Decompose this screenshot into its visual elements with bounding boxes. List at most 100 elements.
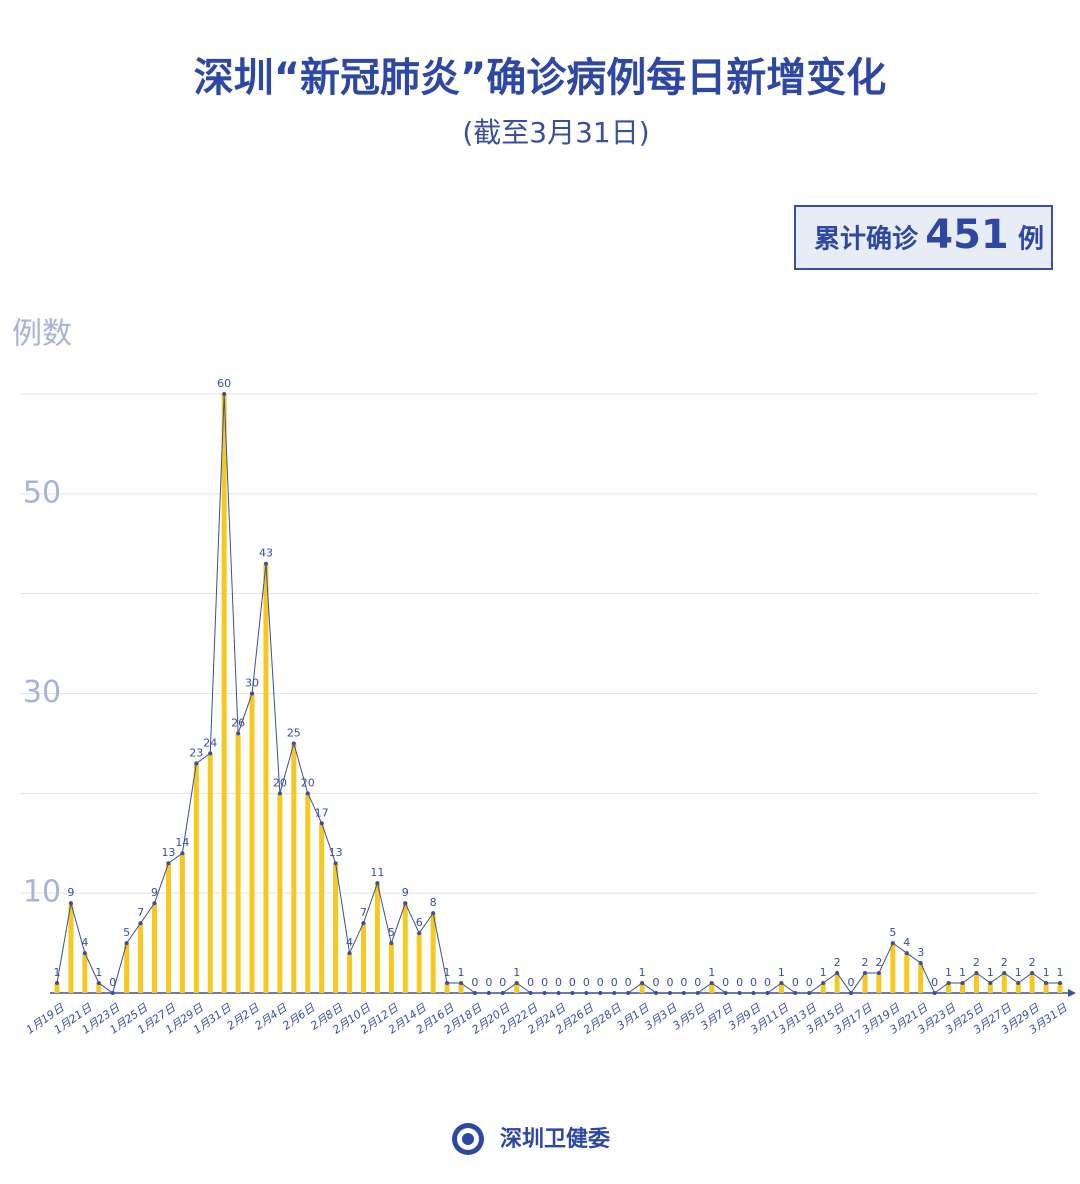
data-label: 0 (109, 976, 116, 989)
point (361, 921, 366, 926)
data-label: 9 (151, 886, 158, 899)
point (835, 971, 840, 976)
bar (1015, 983, 1021, 993)
point (876, 971, 881, 976)
point (166, 861, 171, 866)
point (904, 951, 909, 956)
data-label: 17 (315, 806, 329, 819)
bar (374, 883, 380, 993)
point (263, 561, 268, 566)
point (138, 921, 143, 926)
data-label: 5 (889, 926, 896, 939)
data-label: 1 (444, 966, 451, 979)
bar (709, 983, 715, 993)
point (389, 941, 394, 946)
point (918, 961, 923, 966)
point (612, 991, 617, 995)
point (500, 991, 505, 995)
data-label: 0 (722, 976, 729, 989)
logo (452, 1123, 484, 1155)
bar (305, 793, 311, 993)
data-label: 60 (217, 377, 231, 390)
y-tick-label: 50 (23, 475, 61, 510)
point (723, 991, 728, 995)
bar (1057, 983, 1063, 993)
bar (778, 983, 784, 993)
point (570, 991, 575, 995)
data-label: 20 (301, 776, 315, 789)
bar (1043, 983, 1049, 993)
data-label: 0 (485, 976, 492, 989)
y-axis-label: 例数 (12, 317, 72, 352)
point (194, 761, 199, 766)
data-label: 0 (527, 976, 534, 989)
bar (277, 793, 283, 993)
data-label: 24 (203, 736, 217, 749)
data-label: 2 (973, 956, 980, 969)
data-label: 0 (666, 976, 673, 989)
data-label: 1 (1057, 966, 1064, 979)
data-label: 0 (541, 976, 548, 989)
bar (221, 394, 227, 993)
point (472, 991, 477, 995)
data-label: 0 (555, 976, 562, 989)
point (403, 901, 408, 906)
data-label: 1 (708, 966, 715, 979)
point (932, 991, 937, 995)
point (946, 981, 951, 986)
bar (165, 863, 171, 993)
bar (1029, 973, 1035, 993)
data-label: 0 (611, 976, 618, 989)
data-label: 0 (792, 976, 799, 989)
data-label: 2 (1001, 956, 1008, 969)
data-label: 13 (329, 846, 343, 859)
data-label: 0 (471, 976, 478, 989)
point (486, 991, 491, 995)
bar (890, 943, 896, 993)
bar (291, 743, 297, 993)
bar (904, 953, 910, 993)
point (626, 991, 631, 995)
data-label: 43 (259, 547, 273, 560)
point (1030, 971, 1035, 976)
total-suffix: 例 (1018, 225, 1044, 255)
point (305, 791, 310, 796)
data-label: 1 (1015, 966, 1022, 979)
data-label: 1 (639, 966, 646, 979)
data-label: 9 (402, 886, 409, 899)
point (236, 731, 241, 736)
data-label: 1 (513, 966, 520, 979)
point (584, 991, 589, 995)
data-label: 0 (750, 976, 757, 989)
point (1016, 981, 1021, 986)
chart-subtitle: (截至3月31日) (462, 116, 649, 149)
point (152, 901, 157, 906)
data-label: 0 (694, 976, 701, 989)
bar (124, 943, 130, 993)
total-prefix: 累计确诊 (814, 224, 919, 255)
bar (96, 983, 102, 993)
data-label: 1 (820, 966, 827, 979)
data-label: 14 (175, 836, 189, 849)
data-label: 1 (778, 966, 785, 979)
data-label: 9 (67, 886, 74, 899)
point (667, 991, 672, 995)
bar (333, 863, 339, 993)
data-label: 7 (137, 906, 144, 919)
data-label: 4 (903, 936, 910, 949)
point (1044, 981, 1049, 986)
point (458, 981, 463, 986)
point (751, 991, 756, 995)
data-label: 2 (875, 956, 882, 969)
data-label: 1 (1043, 966, 1050, 979)
data-label: 25 (287, 726, 301, 739)
data-label: 11 (370, 866, 384, 879)
data-label: 0 (499, 976, 506, 989)
data-label: 0 (736, 976, 743, 989)
point (807, 991, 812, 995)
bar (430, 913, 436, 993)
source: 深圳卫健委 (500, 1126, 610, 1152)
point (96, 981, 101, 986)
data-label: 1 (54, 966, 61, 979)
bar (249, 693, 255, 993)
